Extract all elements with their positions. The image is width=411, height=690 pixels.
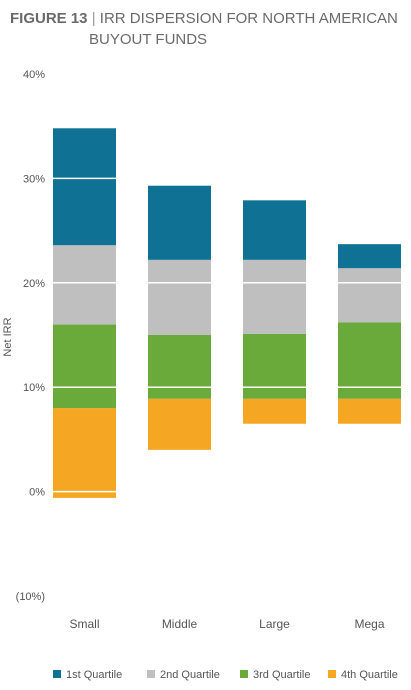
bar-1st-quartile-small: [53, 128, 116, 246]
x-tick-label: Middle: [162, 617, 198, 631]
bar-2nd-quartile-large: [243, 259, 306, 334]
title-separator: |: [91, 10, 96, 27]
gridlines: [45, 73, 405, 597]
x-axis-categories: Small Middle Large Mega: [69, 617, 384, 631]
x-tick-label: Small: [69, 617, 99, 631]
bar-2nd-quartile-middle: [148, 259, 211, 335]
bar-3rd-quartile-mega: [338, 322, 401, 399]
legend-swatch-4th-quartile: [328, 670, 336, 678]
bar-4th-quartile-mega: [338, 398, 401, 424]
legend-swatch-1st-quartile: [53, 670, 61, 678]
bar-4th-quartile-middle: [148, 398, 211, 450]
title-line-1: IRR DISPERSION FOR NORTH AMERICAN: [99, 10, 398, 27]
legend: 1st Quartile 2nd Quartile 3rd Quartile 4th …: [53, 669, 398, 681]
bars-layer: [53, 128, 401, 498]
title-line-2: BUYOUT FUNDS: [89, 31, 208, 48]
bar-3rd-quartile-middle: [148, 335, 211, 399]
bar-1st-quartile-large: [243, 200, 306, 260]
bar-4th-quartile-small: [53, 408, 116, 498]
x-tick-label: Large: [259, 617, 290, 631]
y-tick-label: (10%): [16, 591, 45, 603]
bar-3rd-quartile-small: [53, 324, 116, 409]
legend-label-2nd-quartile: 2nd Quartile: [160, 669, 220, 681]
y-axis-label: Net IRR: [2, 317, 14, 356]
y-tick-label: 40%: [23, 69, 45, 81]
y-tick-label: 0%: [29, 487, 45, 499]
bar-2nd-quartile-mega: [338, 268, 401, 323]
x-tick-label: Mega: [354, 617, 384, 631]
bar-3rd-quartile-large: [243, 333, 306, 399]
bar-1st-quartile-mega: [338, 244, 401, 269]
bar-2nd-quartile-small: [53, 245, 116, 325]
y-axis-ticks: (10%) 0% 10% 20% 30% 40%: [16, 69, 46, 603]
chart-title: FIGURE 13 | IRR DISPERSION FOR NORTH AME…: [10, 8, 405, 50]
y-tick-label: 10%: [23, 382, 45, 394]
legend-label-1st-quartile: 1st Quartile: [66, 669, 122, 681]
y-tick-label: 30%: [23, 173, 45, 185]
bar-4th-quartile-large: [243, 398, 306, 424]
y-tick-label: 20%: [23, 278, 45, 290]
bar-1st-quartile-middle: [148, 185, 211, 260]
legend-swatch-2nd-quartile: [147, 670, 155, 678]
legend-swatch-3rd-quartile: [240, 670, 248, 678]
figure-label: FIGURE 13: [10, 10, 88, 27]
legend-label-4th-quartile: 4th Quartile: [341, 669, 398, 681]
legend-label-3rd-quartile: 3rd Quartile: [253, 669, 310, 681]
